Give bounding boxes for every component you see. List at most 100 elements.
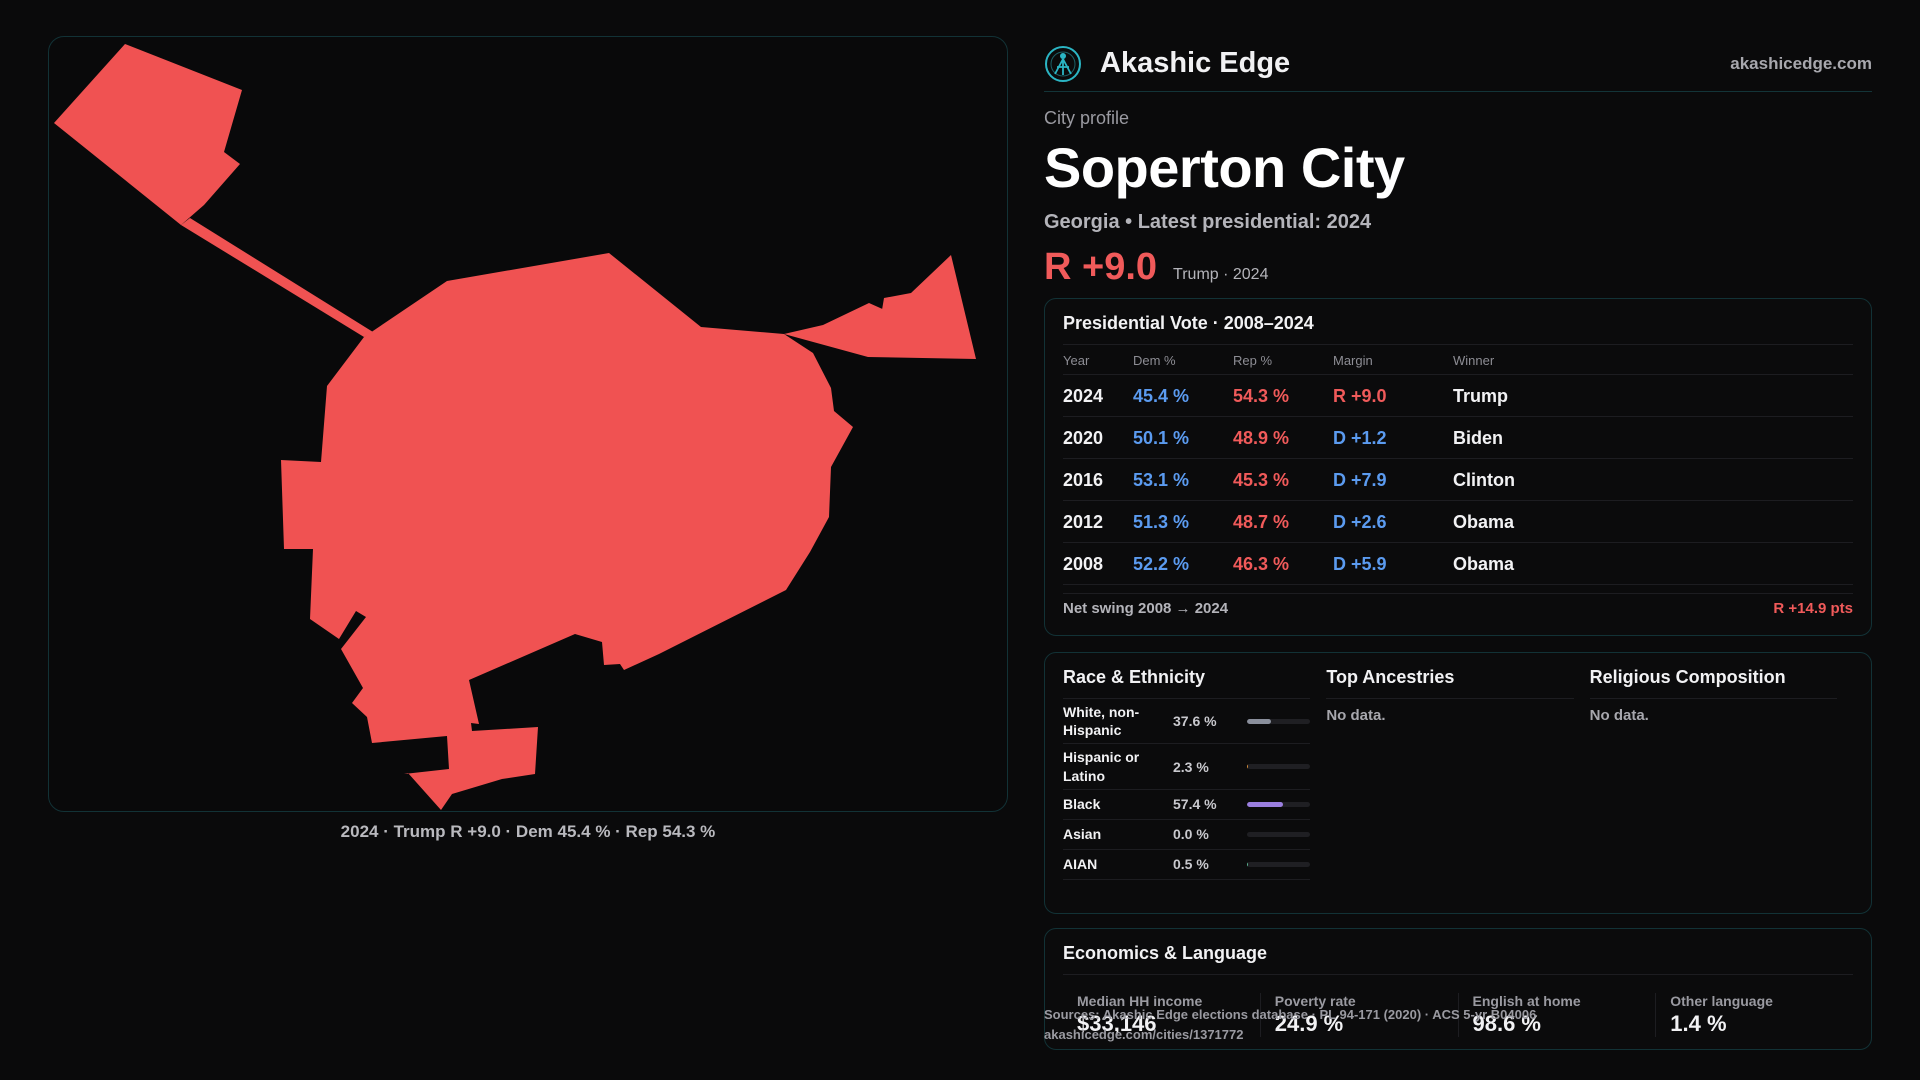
cell-rep: 46.3 % — [1233, 542, 1333, 585]
stat-value: 98.6 % — [1472, 1011, 1542, 1036]
stat-value: $33,146 — [1077, 1011, 1157, 1036]
boundary-main-body — [281, 253, 853, 810]
cell-winner: Obama — [1453, 542, 1853, 585]
city-boundary-shape — [54, 44, 976, 810]
stat-poverty-rate: Poverty rate 24.9 % — [1259, 993, 1458, 1037]
presidential-vote-table: Year Dem % Rep % Margin Winner 2024 45.4… — [1063, 345, 1853, 585]
brand-site-link[interactable]: akashicedge.com — [1730, 53, 1872, 73]
cell-winner: Obama — [1453, 500, 1853, 543]
source-footer: Sources: Akashic Edge elections database… — [1044, 1005, 1536, 1045]
net-swing: Net swing 2008 → 2024 R +14.9 pts — [1063, 593, 1853, 617]
net-swing-value: R +14.9 pts — [1773, 600, 1853, 617]
latest-margin-note: Trump · 2024 — [1173, 265, 1269, 283]
ancestries-title: Top Ancestries — [1326, 653, 1574, 699]
stat-label: Poverty rate — [1274, 993, 1356, 1009]
economics-stats: Median HH income $33,146 Poverty rate 24… — [1063, 993, 1853, 1037]
cell-margin: R +9.0 — [1333, 374, 1453, 417]
table-row: 2024 45.4 % 54.3 % R +9.0 Trump — [1063, 374, 1853, 417]
stat-other-language: Other language 1.4 % — [1655, 993, 1853, 1037]
page-subtitle: Georgia • Latest presidential: 2024 — [1044, 210, 1372, 233]
stat-english-home: English at home 98.6 % — [1457, 993, 1656, 1037]
cell-dem: 45.4 % — [1133, 374, 1233, 417]
stat-value: 1.4 % — [1670, 1011, 1727, 1036]
cell-rep: 48.7 % — [1233, 500, 1333, 543]
cell-year: 2008 — [1063, 542, 1133, 585]
akashic-edge-logo-icon — [1045, 45, 1081, 82]
city-profile-panel: Akashic Edge akashicedge.com City profil… — [1044, 36, 1872, 1050]
cell-margin: D +1.2 — [1333, 416, 1453, 459]
race-label: Black — [1063, 796, 1101, 813]
cell-margin: D +2.6 — [1333, 500, 1453, 543]
race-pct: 37.6 % — [1173, 713, 1217, 730]
cell-rep: 45.3 % — [1233, 458, 1333, 501]
list-item: Hispanic or Latino 2.3 % — [1063, 744, 1311, 790]
religion-section: Religious Composition No data. — [1589, 653, 1853, 913]
cell-dem: 52.2 % — [1133, 542, 1233, 585]
list-item: Asian 0.0 % — [1063, 820, 1311, 850]
stat-label: English at home — [1472, 993, 1581, 1009]
column-header-margin: Margin — [1333, 345, 1453, 375]
list-item: AIAN 0.5 % — [1063, 850, 1311, 880]
cell-dem: 50.1 % — [1133, 416, 1233, 459]
race-bar — [1247, 861, 1311, 867]
cell-year: 2020 — [1063, 416, 1133, 459]
cell-winner: Trump — [1453, 374, 1853, 417]
table-row: 2020 50.1 % 48.9 % D +1.2 Biden — [1063, 416, 1853, 459]
cell-dem: 53.1 % — [1133, 458, 1233, 501]
presidential-vote-card: Presidential Vote · 2008–2024 Year Dem %… — [1044, 298, 1872, 636]
race-bar-fill — [1247, 861, 1248, 867]
race-ethnicity-section: Race & Ethnicity White, non-Hispanic 37.… — [1063, 653, 1326, 913]
page-title: Soperton City — [1044, 136, 1405, 199]
race-bar — [1247, 801, 1311, 807]
race-label: Asian — [1063, 826, 1102, 843]
column-header-rep: Rep % — [1233, 345, 1333, 375]
city-boundary-map — [54, 44, 976, 810]
page-eyebrow: City profile — [1044, 108, 1130, 128]
column-header-dem: Dem % — [1133, 345, 1233, 375]
table-row: 2016 53.1 % 45.3 % D +7.9 Clinton — [1063, 458, 1853, 501]
stat-value: 24.9 % — [1274, 1011, 1344, 1036]
cell-year: 2012 — [1063, 500, 1133, 543]
demographics-card: Race & Ethnicity White, non-Hispanic 37.… — [1044, 652, 1872, 914]
city-map[interactable] — [48, 36, 1008, 812]
stat-label: Other language — [1670, 993, 1773, 1009]
race-pct: 2.3 % — [1173, 758, 1209, 775]
ancestries-section: Top Ancestries No data. — [1326, 653, 1589, 913]
race-ethnicity-list: White, non-Hispanic 37.6 % Hispanic or L… — [1063, 699, 1311, 880]
map-caption: 2024 · Trump R +9.0 · Dem 45.4 % · Rep 5… — [340, 822, 716, 841]
cell-rep: 54.3 % — [1233, 374, 1333, 417]
religion-title: Religious Composition — [1589, 653, 1837, 699]
source-url-link[interactable]: akashicedge.com/cities/1371772 — [1044, 1027, 1244, 1043]
brand-name: Akashic Edge — [1100, 47, 1291, 79]
cell-year: 2016 — [1063, 458, 1133, 501]
religion-empty: No data. — [1589, 707, 1649, 724]
race-pct: 0.0 % — [1173, 826, 1209, 843]
race-bar-fill — [1247, 801, 1284, 807]
source-citation: Sources: Akashic Edge elections database… — [1044, 1007, 1537, 1022]
list-item: White, non-Hispanic 37.6 % — [1063, 699, 1311, 745]
race-pct: 0.5 % — [1173, 856, 1209, 873]
cell-margin: D +5.9 — [1333, 542, 1453, 585]
cell-margin: D +7.9 — [1333, 458, 1453, 501]
cell-winner: Clinton — [1453, 458, 1853, 501]
boundary-east-wedge — [784, 255, 976, 359]
economics-card: Economics & Language Median HH income $3… — [1044, 928, 1872, 1050]
table-row: 2008 52.2 % 46.3 % D +5.9 Obama — [1063, 542, 1853, 585]
race-label: White, non-Hispanic — [1063, 704, 1140, 739]
latest-margin-value: R +9.0 — [1044, 245, 1158, 288]
race-bar — [1247, 764, 1311, 770]
column-header-winner: Winner — [1453, 345, 1853, 375]
race-bar — [1247, 718, 1311, 724]
table-header-row: Year Dem % Rep % Margin Winner — [1063, 345, 1853, 375]
latest-margin: R +9.0 Trump · 2024 — [1044, 246, 1872, 289]
table-row: 2012 51.3 % 48.7 % D +2.6 Obama — [1063, 500, 1853, 543]
column-header-year: Year — [1063, 345, 1133, 375]
presidential-vote-title: Presidential Vote · 2008–2024 — [1063, 299, 1853, 345]
cell-winner: Biden — [1453, 416, 1853, 459]
race-ethnicity-title: Race & Ethnicity — [1063, 653, 1311, 699]
boundary-north-parcel — [54, 44, 242, 225]
race-pct: 57.4 % — [1173, 796, 1217, 813]
stat-median-income: Median HH income $33,146 — [1063, 993, 1260, 1037]
race-bar — [1247, 831, 1311, 837]
ancestries-empty: No data. — [1326, 707, 1386, 724]
